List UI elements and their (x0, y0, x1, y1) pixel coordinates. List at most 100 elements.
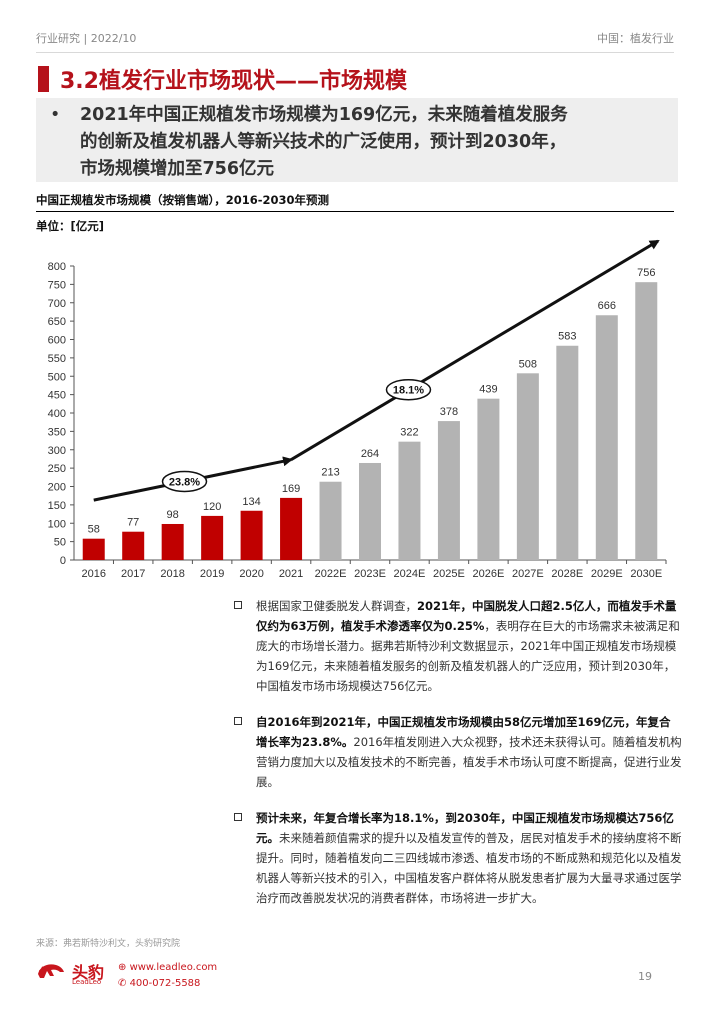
y-tick-label: 800 (48, 261, 66, 273)
y-tick-label: 550 (48, 353, 66, 365)
x-tick-label: 2016 (81, 568, 105, 580)
y-tick-label: 250 (48, 463, 66, 475)
note-item: 预计未来，年复合增长率为18.1%，到2030年，中国正规植发市场规模达756亿… (232, 808, 682, 908)
y-tick-label: 350 (48, 426, 66, 438)
logo-text-cn: 头豹 (72, 963, 105, 982)
bar-value-label: 264 (361, 448, 379, 460)
bar-value-label: 169 (282, 483, 300, 495)
x-tick-label: 2027E (512, 568, 544, 580)
note-bold-run: 预计未来，年复合增长率为18.1%，到2030年，中国正规植发市场规模达756亿… (256, 811, 674, 845)
source-note: 来源：弗若斯特沙利文，头豹研究院 (36, 939, 181, 949)
bar (280, 497, 303, 560)
bar-value-label: 98 (167, 509, 179, 521)
note-item: 自2016年到2021年，中国正规植发市场规模由58亿元增加至169亿元，年复合… (232, 712, 682, 792)
x-tick-label: 2023E (354, 568, 386, 580)
bar-value-label: 77 (127, 517, 139, 529)
bar-value-label: 583 (558, 331, 576, 343)
note-run: 根据国家卫健委脱发人群调查， (256, 599, 417, 613)
x-tick-label: 2025E (433, 568, 465, 580)
y-tick-label: 650 (48, 316, 66, 328)
bar (437, 421, 460, 560)
bar (122, 531, 145, 560)
cagr-bubble (385, 378, 432, 401)
notes-list: 根据国家卫健委脱发人群调查，2021年，中国脱发人口超2.5亿人，而植发手术量仅… (232, 596, 682, 924)
bar-value-label: 58 (88, 524, 100, 536)
bar-value-label: 666 (598, 300, 616, 312)
bar-value-label: 439 (479, 384, 497, 396)
summary-line-2: 的创新及植发机器人等新兴技术的广泛使用，预计到2030年， (80, 132, 567, 152)
bar (516, 373, 539, 560)
chart-title-rule (36, 211, 674, 212)
y-tick-label: 50 (54, 537, 66, 549)
y-tick-label: 300 (48, 445, 66, 457)
note-bold-run: 2021年，中国脱发人口超2.5亿人，而植发手术量仅约为63万例，植发手术渗透率… (256, 599, 677, 633)
leopard-icon (38, 964, 64, 978)
x-tick-label: 2019 (200, 568, 224, 580)
cagr-bubble (161, 470, 208, 493)
cagr-label: 18.1% (393, 385, 424, 397)
title-accent-bar (38, 66, 49, 92)
bar (635, 282, 658, 560)
note-item: 根据国家卫健委脱发人群调查，2021年，中国脱发人口超2.5亿人，而植发手术量仅… (232, 596, 682, 696)
bar (477, 398, 500, 560)
y-tick-label: 600 (48, 335, 66, 347)
bar (595, 315, 618, 560)
note-run: 2016年植发刚进入大众视野，技术还未获得认可。随着植发机构营销力度加大以及植发… (256, 735, 682, 789)
bar (556, 345, 579, 560)
note-run: ，表明存在巨大的市场需求未被满足和庞大的市场增长潜力。据弗若斯特沙利文数据显示，… (256, 619, 680, 693)
note-bold-run: 自2016年到2021年，中国正规植发市场规模由58亿元增加至169亿元，年复合… (256, 715, 671, 749)
y-tick-label: 400 (48, 408, 66, 420)
page-title: 3.2植发行业市场现状——市场规模 (60, 69, 407, 94)
chart-unit-label: 单位：[亿元] (36, 219, 105, 233)
bar (82, 538, 105, 560)
globe-icon: ⊕ (118, 962, 130, 973)
cagr-arrow (290, 239, 660, 461)
market-size-bar-chart: 0 50 100 150 200 250 300 350 400 450 500 550 600 650 7… (48, 239, 667, 580)
summary-box: • 2021年中国正规植发市场规模为169亿元，未来随着植发服务 的创新及植发机… (36, 98, 678, 182)
x-tick-label: 2026E (472, 568, 504, 580)
y-tick-label: 200 (48, 482, 66, 494)
contact-info: ⊕ www.leadleo.com ✆ 400-072-5588 (118, 960, 217, 992)
y-tick-label: 150 (48, 500, 66, 512)
bar-value-label: 120 (203, 501, 221, 513)
y-tick-label: 0 (60, 555, 66, 567)
checkbox-bullet-icon (234, 601, 242, 609)
note-text: 预计未来，年复合增长率为18.1%，到2030年，中国正规植发市场规模达756亿… (256, 811, 682, 905)
x-tick-label: 2018 (160, 568, 184, 580)
bar (398, 441, 421, 560)
bar-value-label: 378 (440, 406, 458, 418)
logo-text-en: LeadLeo (72, 978, 102, 986)
y-tick-label: 450 (48, 390, 66, 402)
note-run: 未来随着颜值需求的提升以及植发宣传的普及，居民对植发手术的接纳度将不断提升。同时… (256, 831, 682, 905)
bar-value-label: 213 (321, 467, 339, 479)
summary-line-3: 市场规模增加至756亿元 (80, 159, 275, 179)
page-number: 19 (638, 970, 652, 983)
summary-line-1: 2021年中国正规植发市场规模为169亿元，未来随着植发服务 (80, 105, 568, 125)
cagr-label: 23.8% (169, 477, 200, 489)
y-tick-label: 750 (48, 279, 66, 291)
summary-bullet: • (50, 105, 61, 125)
bar (319, 481, 342, 560)
x-tick-label: 2017 (121, 568, 145, 580)
bar-value-label: 508 (519, 358, 537, 370)
checkbox-bullet-icon (234, 717, 242, 725)
note-text: 根据国家卫健委脱发人群调查，2021年，中国脱发人口超2.5亿人，而植发手术量仅… (256, 599, 680, 693)
website-link[interactable]: www.leadleo.com (129, 962, 218, 973)
header-right: 中国：植发行业 (597, 32, 674, 45)
x-tick-label: 2022E (315, 568, 347, 580)
bar-value-label: 134 (242, 496, 260, 508)
x-tick-label: 2024E (394, 568, 426, 580)
bar (201, 515, 224, 560)
bar (161, 523, 184, 560)
header-left: 行业研究 | 2022/10 (36, 32, 137, 45)
x-tick-label: 2020 (239, 568, 263, 580)
bar (359, 462, 381, 560)
x-tick-label: 2021 (279, 568, 303, 580)
bar-value-label: 322 (400, 427, 418, 439)
y-tick-label: 700 (48, 298, 66, 310)
x-tick-label: 2029E (591, 568, 623, 580)
chart-title: 中国正规植发市场规模（按销售端），2016-2030年预测 (36, 193, 330, 207)
y-tick-label: 500 (48, 371, 66, 383)
checkbox-bullet-icon (234, 813, 242, 821)
phone-icon: ✆ (118, 978, 130, 989)
